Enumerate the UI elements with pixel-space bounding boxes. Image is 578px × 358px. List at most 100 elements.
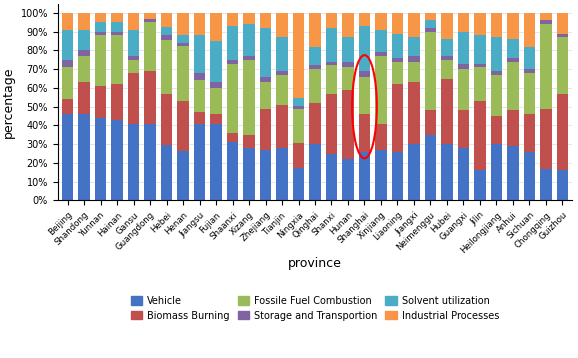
Bar: [292, 106, 304, 109]
Bar: [161, 40, 172, 94]
Bar: [408, 144, 420, 200]
Bar: [425, 20, 436, 28]
Bar: [458, 32, 469, 64]
Bar: [194, 81, 205, 112]
X-axis label: province: province: [288, 257, 342, 270]
Bar: [474, 101, 486, 170]
Bar: [161, 27, 172, 35]
Bar: [128, 124, 139, 200]
Bar: [540, 13, 551, 20]
Bar: [210, 114, 222, 124]
Bar: [128, 73, 139, 124]
Bar: [342, 67, 354, 90]
Bar: [177, 46, 189, 101]
Bar: [491, 13, 502, 37]
Bar: [309, 69, 321, 103]
Bar: [194, 124, 205, 200]
Bar: [309, 103, 321, 144]
Bar: [292, 98, 304, 106]
Bar: [292, 109, 304, 143]
Bar: [128, 60, 139, 73]
Bar: [227, 133, 238, 142]
Bar: [408, 56, 420, 62]
Bar: [309, 47, 321, 66]
Bar: [408, 62, 420, 82]
Bar: [95, 86, 106, 118]
Bar: [375, 30, 387, 52]
Bar: [79, 56, 90, 82]
Bar: [524, 152, 535, 200]
Bar: [260, 28, 271, 77]
Bar: [474, 67, 486, 101]
Bar: [540, 108, 551, 169]
Bar: [309, 144, 321, 200]
Bar: [177, 43, 189, 46]
Bar: [392, 13, 403, 34]
Bar: [144, 13, 156, 19]
Bar: [260, 82, 271, 108]
Bar: [243, 135, 255, 148]
Bar: [112, 13, 123, 22]
Bar: [112, 35, 123, 84]
Bar: [309, 66, 321, 69]
Bar: [144, 19, 156, 22]
Bar: [524, 73, 535, 114]
Bar: [326, 66, 338, 93]
Bar: [144, 22, 156, 71]
Bar: [276, 37, 288, 71]
Y-axis label: percentage: percentage: [2, 66, 15, 138]
Bar: [260, 77, 271, 82]
Bar: [112, 22, 123, 32]
Bar: [491, 37, 502, 71]
Bar: [177, 151, 189, 200]
Bar: [375, 56, 387, 124]
Bar: [210, 13, 222, 41]
Bar: [458, 64, 469, 69]
Bar: [342, 62, 354, 67]
Bar: [458, 148, 469, 200]
Bar: [276, 13, 288, 37]
Bar: [227, 26, 238, 60]
Bar: [62, 30, 73, 60]
Bar: [524, 13, 535, 47]
Bar: [95, 22, 106, 32]
Bar: [161, 13, 172, 27]
Bar: [507, 13, 518, 39]
Bar: [326, 13, 338, 28]
Bar: [62, 99, 73, 114]
Bar: [375, 150, 387, 200]
Bar: [375, 13, 387, 30]
Bar: [524, 114, 535, 152]
Bar: [112, 32, 123, 35]
Bar: [79, 114, 90, 200]
Bar: [342, 159, 354, 200]
Bar: [524, 47, 535, 69]
Bar: [458, 111, 469, 148]
Bar: [491, 116, 502, 144]
Bar: [128, 30, 139, 56]
Bar: [507, 62, 518, 111]
Bar: [326, 93, 338, 154]
Bar: [359, 13, 370, 26]
Bar: [79, 13, 90, 30]
Bar: [194, 73, 205, 81]
Bar: [425, 13, 436, 20]
Bar: [425, 135, 436, 200]
Bar: [194, 35, 205, 73]
Bar: [62, 114, 73, 200]
Bar: [112, 120, 123, 200]
Bar: [408, 37, 420, 56]
Bar: [210, 41, 222, 82]
Bar: [62, 67, 73, 99]
Bar: [79, 30, 90, 50]
Bar: [79, 82, 90, 114]
Bar: [326, 154, 338, 200]
Bar: [474, 64, 486, 67]
Bar: [491, 75, 502, 116]
Bar: [309, 13, 321, 47]
Bar: [540, 24, 551, 108]
Bar: [243, 148, 255, 200]
Bar: [161, 35, 172, 40]
Bar: [392, 34, 403, 58]
Bar: [557, 34, 568, 37]
